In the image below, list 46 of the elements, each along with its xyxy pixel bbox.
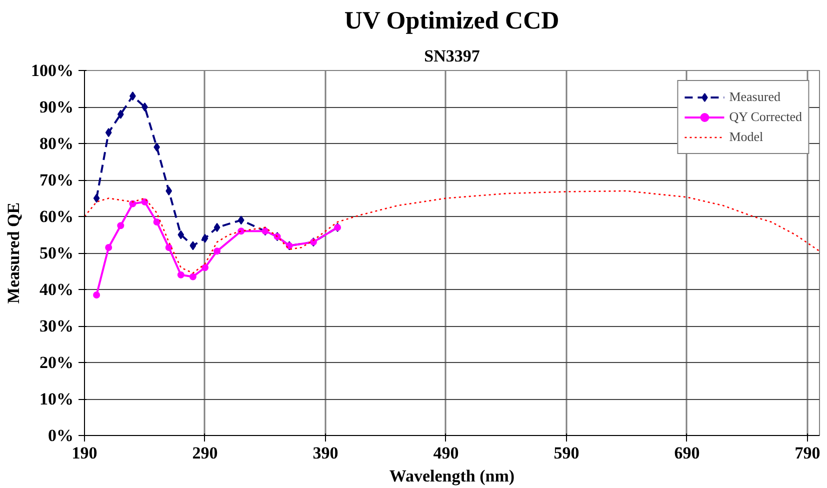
chart-subtitle: SN3397 bbox=[424, 46, 480, 66]
legend-label: Model bbox=[729, 129, 764, 145]
point bbox=[105, 244, 112, 252]
x-tick-label: 390 bbox=[312, 444, 338, 462]
point bbox=[238, 216, 244, 225]
point bbox=[214, 222, 220, 232]
point bbox=[177, 271, 184, 278]
point bbox=[141, 198, 148, 206]
y-tick-label: 100% bbox=[31, 61, 74, 80]
point bbox=[117, 110, 124, 119]
point bbox=[190, 241, 196, 250]
y-tick-label: 60% bbox=[40, 207, 74, 226]
point bbox=[166, 186, 172, 196]
legend-label: Measured bbox=[729, 89, 780, 105]
point bbox=[214, 248, 221, 255]
point bbox=[165, 244, 172, 252]
point bbox=[238, 228, 245, 235]
y-tick-label: 70% bbox=[40, 170, 74, 190]
y-tick-label: 80% bbox=[40, 134, 74, 153]
point bbox=[189, 273, 196, 280]
x-tick-label: 190 bbox=[72, 444, 98, 462]
x-tick-label: 590 bbox=[554, 444, 580, 462]
y-tick-label: 20% bbox=[40, 353, 74, 372]
point bbox=[142, 102, 148, 112]
point bbox=[153, 218, 160, 226]
legend-label: QY Corrected bbox=[729, 109, 802, 125]
y-tick-label: 50% bbox=[40, 244, 74, 262]
y-tick-label: 40% bbox=[40, 280, 74, 299]
chart-title: UV Optimized CCD bbox=[344, 8, 560, 34]
x-axis-title: Wavelength (nm) bbox=[389, 466, 515, 486]
y-tick-label: 0% bbox=[48, 426, 74, 445]
point bbox=[93, 291, 100, 298]
y-axis-title: Measured QE bbox=[4, 202, 23, 304]
point bbox=[117, 222, 124, 230]
x-tick-label: 290 bbox=[192, 444, 218, 462]
y-tick-label: 10% bbox=[40, 390, 74, 408]
point bbox=[202, 234, 208, 243]
x-tick-label: 790 bbox=[794, 444, 820, 462]
y-tick-label: 90% bbox=[40, 98, 74, 116]
point bbox=[201, 264, 208, 272]
point bbox=[93, 194, 100, 203]
point bbox=[105, 128, 112, 138]
x-tick-label: 490 bbox=[433, 444, 459, 462]
x-tick-label: 690 bbox=[674, 444, 700, 462]
point bbox=[178, 230, 184, 240]
y-tick-label: 30% bbox=[40, 316, 74, 336]
